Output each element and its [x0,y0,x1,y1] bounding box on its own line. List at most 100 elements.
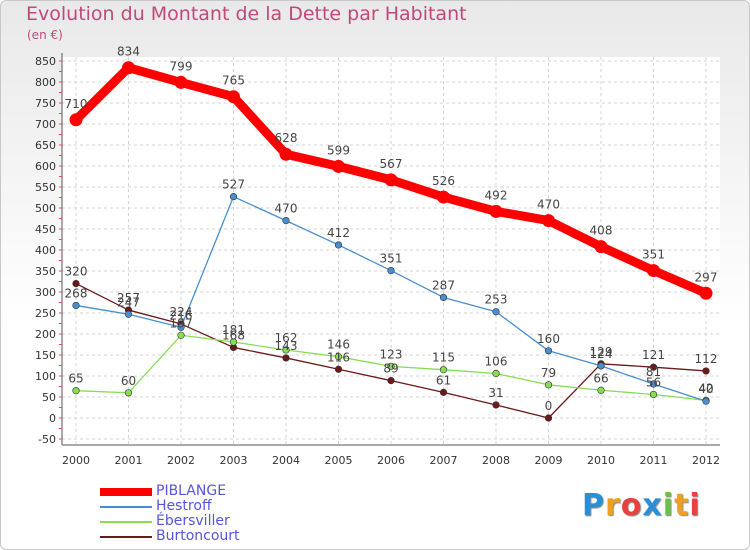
x-tick-label: 2009 [535,454,563,467]
data-point [492,401,500,409]
data-point [542,214,555,228]
data-label: 106 [485,354,508,368]
data-label: 61 [436,373,451,387]
data-label: 115 [432,351,455,365]
data-label: 79 [541,366,556,380]
y-tick-label: 650 [35,139,56,152]
data-label: 268 [65,286,88,300]
data-point [72,387,80,395]
legend-item: Hestroff [100,499,240,514]
y-tick-label: 350 [35,265,56,278]
data-label: 146 [327,338,350,352]
data-label: 112 [695,352,718,366]
data-label: 162 [275,331,298,345]
logo-letter: x [642,488,663,523]
data-point [384,173,398,187]
data-label: 527 [222,178,245,192]
data-label: 116 [327,350,350,364]
data-label: 40 [698,382,713,396]
data-label: 60 [121,374,136,388]
x-tick-label: 2001 [115,454,143,467]
data-point [649,380,658,388]
data-point [437,190,450,204]
legend-item: Burtoncourt [100,529,240,544]
data-label: 297 [695,270,718,284]
data-point [597,362,605,370]
y-tick-label: 600 [35,160,56,173]
data-point [279,147,293,161]
data-point [177,323,185,331]
y-tick-label: 700 [35,118,56,131]
data-label: 65 [68,372,83,386]
data-point [439,388,448,396]
data-point [69,113,83,127]
data-label: 42 [698,381,713,395]
data-label: 129 [590,345,613,359]
data-label: 320 [65,265,88,279]
data-point [647,264,660,278]
data-label: 628 [275,131,298,145]
data-label: 470 [537,198,560,212]
data-point [649,390,658,399]
data-point [439,293,448,302]
logo-letter: i [689,488,701,523]
x-tick-label: 2002 [167,454,195,467]
data-point [544,347,553,355]
data-label: 0 [545,399,553,413]
legend-item: PIBLANGE [100,484,240,499]
data-point [72,280,80,288]
data-label: 351 [642,248,665,262]
y-tick-label: -50 [38,433,56,446]
data-label: 408 [590,224,613,238]
legend-label: Hestroff [156,498,212,514]
data-point [439,366,448,374]
data-point [702,397,710,405]
data-label: 799 [170,59,193,73]
data-point [174,75,188,89]
data-point [334,353,343,361]
legend-label: PIBLANGE [156,483,227,499]
data-label: 710 [65,97,88,111]
legend-item: Ébersviller [100,514,240,529]
legend-swatch [100,505,152,508]
y-tick-label: 50 [42,391,56,404]
x-tick-label: 2006 [377,454,405,467]
data-label: 287 [432,278,455,292]
x-tick-label: 2008 [482,454,510,467]
data-point [229,193,238,201]
data-point [492,308,500,316]
y-tick-label: 150 [35,349,56,362]
data-label: 253 [485,293,508,307]
y-tick-label: 300 [35,286,56,299]
data-label: 412 [327,226,350,240]
logo-letter: P [582,488,605,523]
data-point [282,346,290,354]
data-point [124,310,133,318]
chart-title: Evolution du Montant de la Dette par Hab… [26,3,467,25]
y-tick-label: 850 [35,55,56,68]
data-point [229,338,238,346]
data-label: 168 [222,328,245,342]
data-label: 81 [646,365,661,379]
logo-letter: i [662,488,675,523]
y-tick-label: 500 [35,202,56,215]
data-label: 224 [170,305,193,319]
data-label: 351 [380,252,403,266]
data-label: 599 [327,143,350,157]
x-tick-label: 2007 [430,454,458,467]
legend-swatch [100,520,152,523]
data-point [387,266,395,275]
x-tick-label: 2011 [640,454,668,467]
data-label: 181 [222,323,245,337]
data-label: 143 [275,339,298,353]
legend: PIBLANGE Hestroff Ébersviller Burtoncourt [100,484,240,544]
data-point [649,363,658,371]
data-labels: 320 257 224 168 143 116 89 61 31 0 129 121 112 65 60 19… [65,45,718,413]
data-label: 765 [222,74,245,88]
data-label: 257 [117,291,140,305]
data-label: 197 [170,316,193,330]
data-label: 247 [117,295,140,309]
data-point [122,61,135,75]
data-point [334,365,343,373]
data-point [334,241,343,249]
